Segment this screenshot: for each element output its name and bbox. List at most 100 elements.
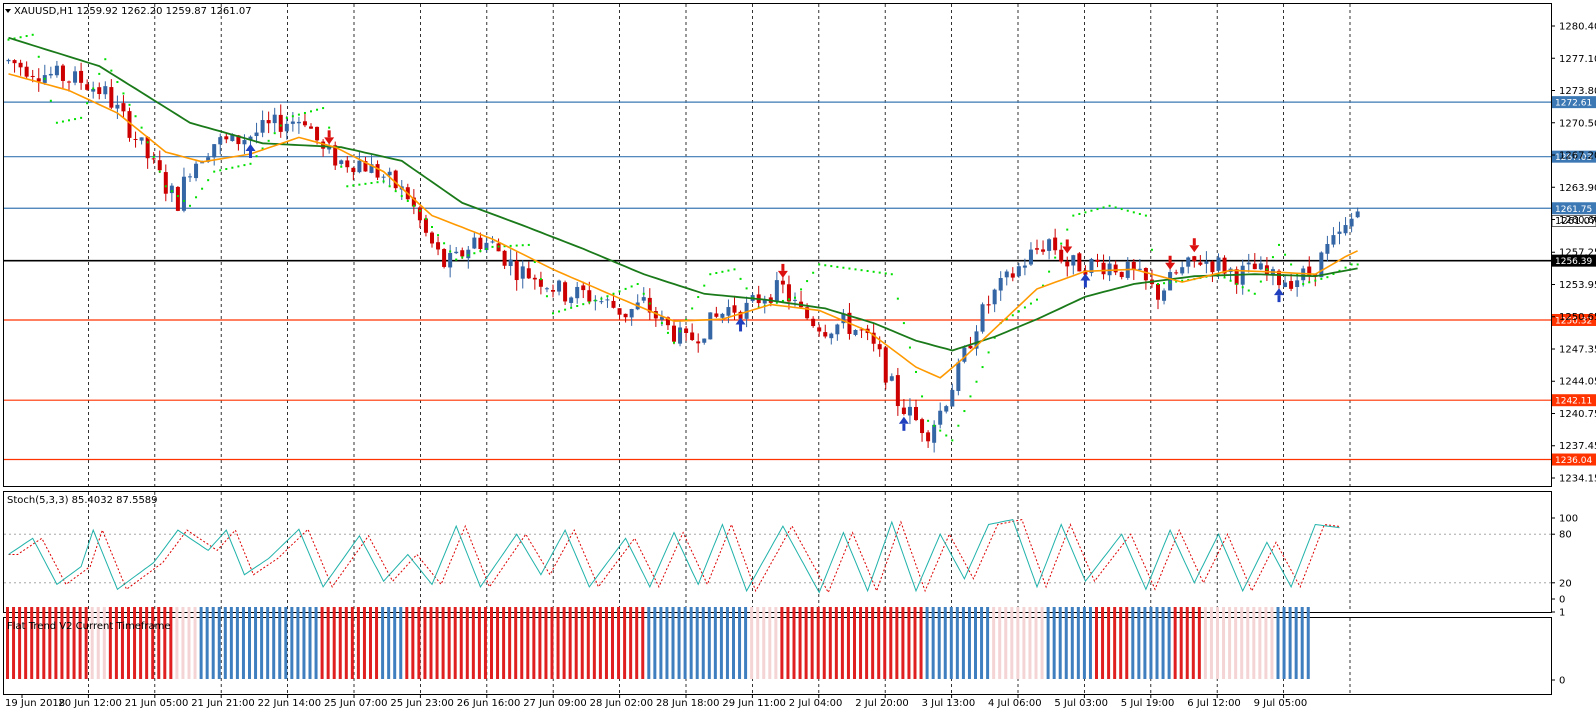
- candle-body: [60, 65, 65, 81]
- level-label-box: [1552, 313, 1596, 326]
- sar-dot: [340, 165, 343, 168]
- flat-trend-bar: [175, 607, 179, 679]
- symbol-title: XAUUSD,H1 1259.92 1262.20 1259.87 1261.0…: [5, 6, 252, 17]
- flat-trend-bar: [284, 607, 288, 679]
- time-tick-label: 2 Jul 04:00: [789, 698, 843, 709]
- flat-trend-bar: [465, 607, 469, 679]
- flat-trend-bar: [1028, 607, 1032, 679]
- sar-dot: [310, 110, 312, 113]
- candle-body: [702, 338, 707, 343]
- sar-dot: [739, 277, 742, 280]
- price-tick-label: 1263.90: [1559, 183, 1596, 194]
- sar-dot: [449, 250, 452, 253]
- sar-dot: [576, 304, 579, 307]
- horizontal-levels[interactable]: 1272.61 1267.03 1261.75 1256.39 1250.32 1242.…: [4, 96, 1596, 466]
- sar-dot: [231, 166, 234, 169]
- stoch-tick-label: 0: [1559, 595, 1565, 606]
- candle-body: [641, 297, 646, 301]
- flat-trend-bar: [326, 607, 330, 679]
- candle-body: [974, 331, 979, 349]
- flat-trend-bar: [502, 607, 506, 679]
- flat-trend-bar: [1161, 607, 1165, 679]
- sar-dot: [515, 244, 518, 247]
- candle-body: [514, 260, 519, 281]
- flat-trend-bar: [1216, 607, 1219, 679]
- candle-body: [212, 144, 217, 158]
- main-pane: [3, 3, 1552, 487]
- flat-trend-bar: [889, 607, 893, 679]
- sar-dot: [963, 410, 966, 413]
- sar-dot: [43, 77, 46, 80]
- sar-dot: [437, 234, 440, 237]
- flat-trend-bar: [1076, 607, 1080, 679]
- candle-body: [744, 302, 749, 319]
- candle-body: [48, 73, 53, 76]
- candle-body: [442, 249, 447, 267]
- sar-dot: [691, 307, 694, 310]
- flat-trend-bar: [1173, 607, 1177, 679]
- sar-dot: [921, 395, 924, 398]
- collapse-triangle-icon[interactable]: [5, 9, 11, 13]
- flat-trend-bar: [1240, 607, 1244, 679]
- sar-dot: [836, 265, 839, 268]
- time-tick-label: 9 Jul 05:00: [1254, 698, 1308, 709]
- sar-dot: [303, 111, 306, 114]
- flat-trend-bar: [344, 607, 348, 679]
- candle-body: [157, 160, 162, 171]
- current-price-box: [1551, 215, 1596, 227]
- sar-dot: [170, 190, 173, 193]
- sar-dot: [1241, 286, 1244, 289]
- sar-dot: [1126, 209, 1129, 212]
- candlestick-series: [6, 58, 1360, 453]
- buy-arrow-icon: [1080, 273, 1091, 288]
- candle-body: [1331, 235, 1336, 245]
- sar-dot: [588, 301, 591, 304]
- candle-body: [502, 250, 507, 266]
- candle-body: [599, 301, 604, 303]
- candle-body: [466, 249, 471, 259]
- sar-dot: [697, 296, 700, 299]
- flat-trend-bar: [980, 607, 984, 679]
- flat-trend-bar: [30, 607, 34, 679]
- sar-dot: [352, 184, 355, 187]
- sar-dot: [939, 429, 942, 432]
- flat-trend-bar: [901, 607, 905, 679]
- flat-trend-bar: [447, 607, 451, 679]
- sar-dot: [376, 181, 379, 184]
- candle-body: [230, 134, 235, 141]
- stoch-signal-line: [8, 519, 1340, 594]
- flat-trend-bar: [6, 607, 9, 679]
- sar-dot: [1344, 266, 1347, 269]
- flat-trend-bar: [302, 607, 306, 679]
- sar-dot: [201, 187, 204, 190]
- sar-dot: [406, 199, 409, 202]
- flat-trend-bar: [1052, 607, 1056, 679]
- flat-trend-bar: [635, 607, 639, 679]
- flat-trend-bar: [1082, 607, 1086, 679]
- sar-dot: [606, 295, 609, 298]
- candle-body: [91, 88, 96, 92]
- flat-trend-bar: [1300, 607, 1304, 679]
- candle-body: [67, 81, 71, 83]
- sar-dot: [122, 92, 125, 95]
- candle-body: [901, 407, 906, 414]
- sar-dot: [140, 126, 143, 129]
- sar-dot: [134, 115, 137, 118]
- flat-trend-bar: [617, 607, 621, 679]
- time-tick-label: 5 Jul 03:00: [1054, 698, 1108, 709]
- sar-dot: [1144, 214, 1147, 217]
- flat-trend-bar: [96, 607, 100, 679]
- flat-trend-bar: [514, 607, 518, 679]
- candle-body: [520, 266, 525, 279]
- sar-dot: [164, 185, 167, 188]
- sar-dot: [473, 252, 476, 255]
- candle-body: [73, 71, 78, 83]
- candle-body: [587, 290, 592, 302]
- sar-dot: [673, 341, 675, 344]
- flat-trend-bar: [272, 607, 276, 679]
- candle-body: [242, 140, 247, 145]
- flat-trend-bar: [356, 607, 360, 679]
- sar-dot: [31, 33, 34, 36]
